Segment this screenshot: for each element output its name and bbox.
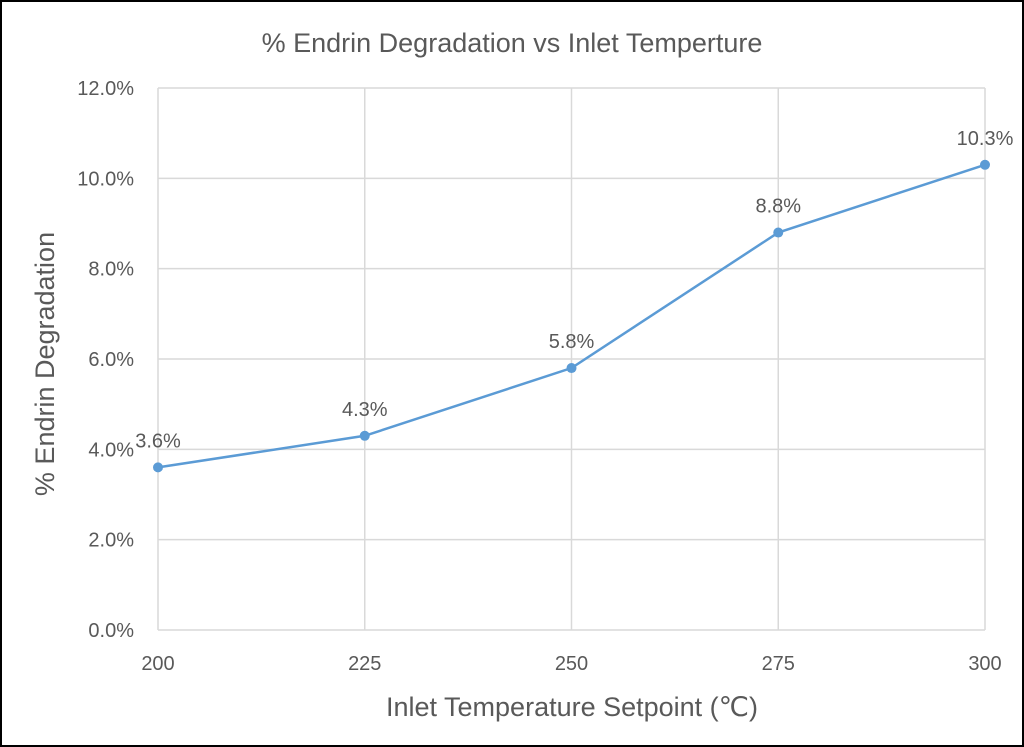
y-axis-ticks: 0.0% 2.0% 4.0% 6.0% 8.0% 10.0% 12.0%	[77, 78, 134, 642]
y-tick-label: 12.0%	[77, 78, 134, 100]
y-axis-label: % Endrin Degradation	[30, 232, 60, 496]
x-tick-label: 300	[968, 653, 1001, 675]
data-label: 8.8%	[755, 196, 801, 218]
y-tick-label: 2.0%	[88, 530, 134, 552]
y-tick-label: 8.0%	[88, 259, 134, 281]
x-tick-label: 275	[762, 653, 795, 675]
series-layer: 3.6% 4.3% 5.8% 8.8% 10.3%	[135, 128, 1014, 473]
chart-title: % Endrin Degradation vs Inlet Temperture	[262, 28, 763, 58]
x-tick-label: 200	[141, 653, 174, 675]
data-point	[153, 462, 163, 473]
data-label: 5.8%	[549, 331, 595, 353]
data-label: 4.3%	[342, 399, 388, 421]
data-label: 10.3%	[957, 128, 1014, 150]
data-label: 3.6%	[135, 430, 181, 452]
x-tick-label: 225	[348, 653, 381, 675]
data-point	[980, 159, 990, 170]
y-tick-label: 6.0%	[88, 349, 134, 371]
data-point	[359, 430, 370, 441]
data-point	[773, 227, 784, 238]
x-axis-label: Inlet Temperature Setpoint (℃)	[386, 692, 758, 722]
data-point	[566, 363, 577, 374]
gridlines	[157, 87, 986, 631]
x-axis-ticks: 200 225 250 275 300	[141, 653, 1001, 675]
x-tick-label: 250	[555, 653, 588, 675]
y-tick-label: 4.0%	[88, 439, 134, 461]
y-tick-label: 0.0%	[88, 620, 134, 642]
y-tick-label: 10.0%	[77, 168, 134, 190]
